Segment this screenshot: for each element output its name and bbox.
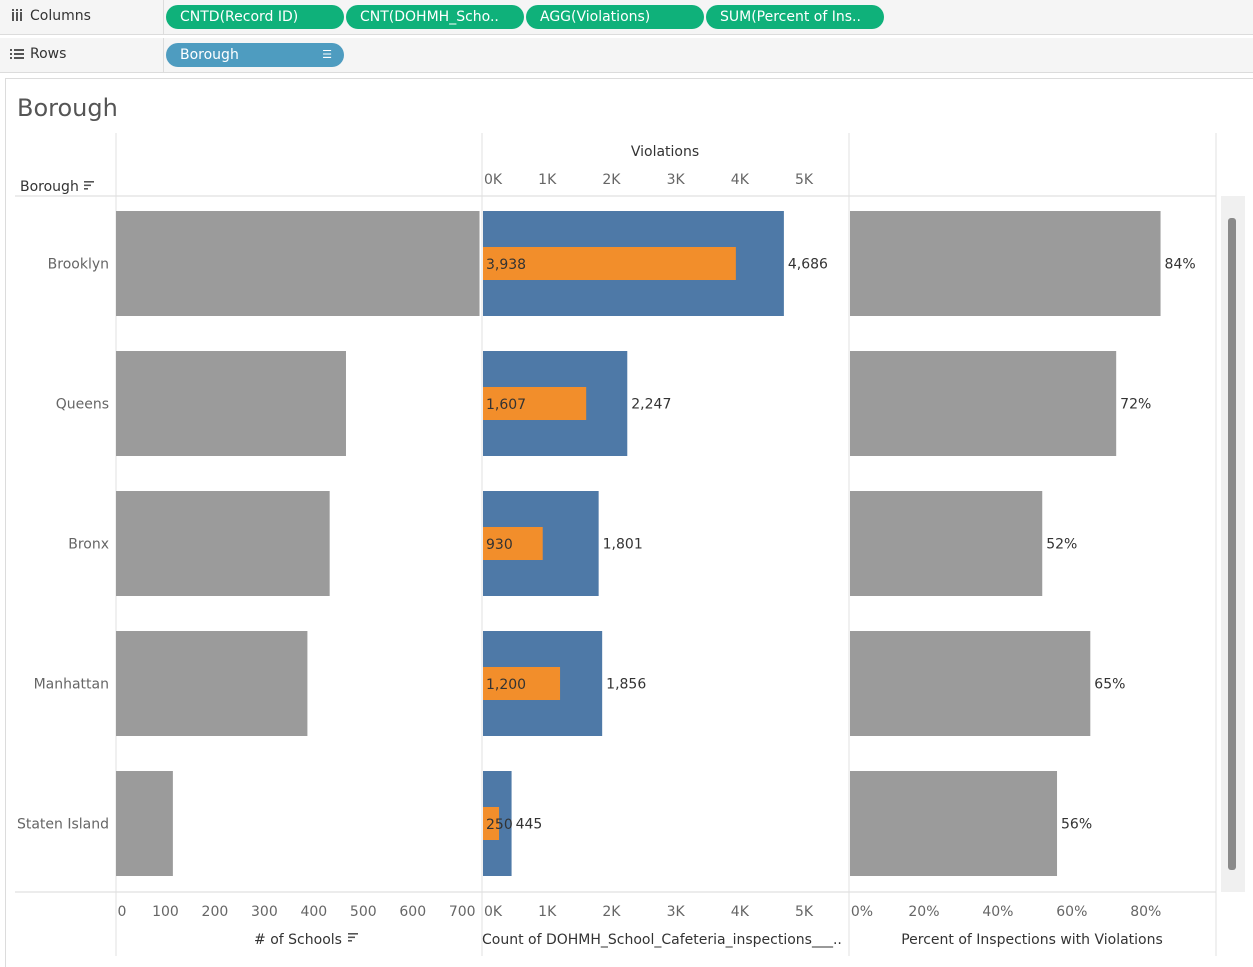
x-tick-inspections: 2K — [602, 904, 621, 920]
row-header-sort-icon — [84, 184, 91, 187]
bar-violations — [483, 527, 543, 560]
x-tick-inspections: 0K — [484, 904, 503, 920]
data-label-inspections: 1,856 — [606, 677, 646, 693]
bar-schools — [116, 631, 308, 736]
top-x-tick-violations: 2K — [602, 172, 621, 188]
x-tick-percent: 80% — [1130, 904, 1161, 920]
data-label-inspections: 445 — [516, 817, 543, 833]
x-tick-schools: 500 — [350, 904, 377, 920]
rows-icon — [10, 49, 24, 59]
columns-icon — [12, 9, 22, 21]
x-axis-title-inspections: Count of DOHMH_School_Cafeteria_inspecti… — [482, 932, 842, 948]
column-pill-record-id[interactable]: CNTD(Record ID) — [166, 5, 344, 29]
column-pill-percent[interactable]: SUM(Percent of Ins.. — [706, 5, 884, 29]
top-x-tick-violations: 1K — [538, 172, 557, 188]
row-pill-label: Borough — [180, 47, 239, 63]
data-label-violations: 1,200 — [486, 677, 526, 693]
sheet-title: Borough — [17, 94, 118, 122]
bar-schools — [116, 211, 480, 316]
columns-label: Columns — [30, 8, 91, 24]
bar-schools — [116, 351, 346, 456]
sort-icon: ☰ — [322, 48, 332, 61]
scrollbar-thumb[interactable] — [1228, 218, 1236, 870]
data-label-percent: 72% — [1120, 397, 1151, 413]
data-label-percent: 65% — [1094, 677, 1125, 693]
data-label-percent: 56% — [1061, 817, 1092, 833]
row-header-sort-icon — [84, 188, 88, 190]
shelf-divider — [163, 38, 164, 72]
category-label: Queens — [56, 397, 109, 413]
bar-percent — [850, 211, 1161, 316]
x-tick-schools: 400 — [300, 904, 327, 920]
top-x-tick-violations: 4K — [731, 172, 750, 188]
x-axis-sort-icon — [348, 936, 355, 939]
category-label: Manhattan — [34, 677, 109, 693]
data-label-violations: 3,938 — [486, 257, 526, 273]
top-axis-title: Violations — [631, 144, 699, 160]
bar-violations — [483, 387, 587, 420]
data-label-violations: 930 — [486, 537, 513, 553]
category-label: Staten Island — [17, 817, 109, 833]
row-header: Borough — [20, 179, 79, 195]
columns-shelf-label: Columns — [10, 8, 91, 24]
bar-violations — [483, 807, 500, 840]
x-tick-inspections: 1K — [538, 904, 557, 920]
x-tick-percent: 0% — [851, 904, 873, 920]
bar-percent — [850, 631, 1091, 736]
x-tick-percent: 60% — [1056, 904, 1087, 920]
x-tick-inspections: 3K — [667, 904, 686, 920]
rows-shelf-label: Rows — [10, 46, 66, 62]
data-label-inspections: 1,801 — [603, 537, 643, 553]
x-tick-schools: 100 — [152, 904, 179, 920]
vertical-scrollbar[interactable] — [1221, 196, 1245, 892]
x-tick-percent: 40% — [982, 904, 1013, 920]
x-tick-schools: 600 — [399, 904, 426, 920]
column-pill-school-count[interactable]: CNT(DOHMH_Scho.. — [346, 5, 524, 29]
bar-violations — [483, 247, 736, 280]
x-tick-inspections: 4K — [731, 904, 750, 920]
data-label-percent: 84% — [1165, 257, 1196, 273]
data-label-inspections: 4,686 — [788, 257, 828, 273]
bar-violations — [483, 667, 561, 700]
bar-percent — [850, 351, 1117, 456]
bar-percent — [850, 771, 1058, 876]
top-x-tick-violations: 0K — [484, 172, 503, 188]
row-header-sort-icon — [84, 181, 94, 183]
rows-shelf: Rows Borough ☰ — [0, 38, 1253, 73]
x-axis-sort-icon — [348, 940, 352, 942]
x-axis-sort-icon — [348, 933, 358, 935]
x-tick-schools: 0 — [118, 904, 127, 920]
columns-shelf: Columns CNTD(Record ID) CNT(DOHMH_Scho..… — [0, 0, 1253, 35]
top-x-tick-violations: 3K — [667, 172, 686, 188]
x-tick-percent: 20% — [908, 904, 939, 920]
bar-schools — [116, 771, 173, 876]
bar-schools — [116, 491, 330, 596]
data-label-violations: 1,607 — [486, 397, 526, 413]
data-label-inspections: 2,247 — [631, 397, 671, 413]
shelf-divider — [163, 0, 164, 34]
x-tick-inspections: 5K — [795, 904, 814, 920]
x-axis-title-percent: Percent of Inspections with Violations — [901, 932, 1163, 948]
data-label-violations: 250 — [486, 817, 513, 833]
category-label: Brooklyn — [48, 257, 109, 273]
data-label-percent: 52% — [1046, 537, 1077, 553]
category-label: Bronx — [68, 537, 109, 553]
x-tick-schools: 300 — [251, 904, 278, 920]
top-x-tick-violations: 5K — [795, 172, 814, 188]
rows-label: Rows — [30, 46, 67, 62]
x-axis-title-schools: # of Schools — [254, 932, 342, 948]
column-pill-violations[interactable]: AGG(Violations) — [526, 5, 704, 29]
bar-percent — [850, 491, 1043, 596]
x-tick-schools: 700 — [449, 904, 476, 920]
row-pill-borough[interactable]: Borough ☰ — [166, 43, 344, 67]
x-tick-schools: 200 — [202, 904, 229, 920]
